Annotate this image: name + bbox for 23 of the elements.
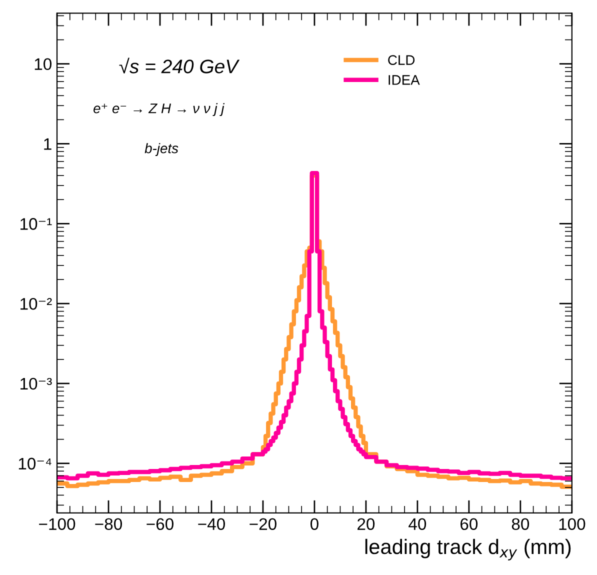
- x-tick-label: 80: [512, 518, 530, 530]
- annotation: b-jets: [144, 143, 178, 156]
- x-tick-label: 20: [358, 518, 375, 530]
- x-tick-label: −80: [95, 518, 122, 530]
- x-tick-label: 0: [310, 518, 318, 530]
- legend-label: IDEA: [388, 75, 420, 85]
- y-tick-label: 1: [44, 138, 52, 150]
- y-tick-label: 10⁻²: [20, 298, 52, 310]
- x-tick-label: −20: [250, 518, 276, 530]
- x-tick-label: 60: [460, 518, 478, 530]
- x-tick-label: −60: [146, 518, 174, 530]
- x-axis-title: leading track d$_{xy}$ (mm): [365, 538, 571, 560]
- annotation: e⁺ e⁻ → Z H → ν ν j j: [94, 103, 225, 116]
- legend-label: CLD: [388, 55, 415, 65]
- x-tick-label: −100: [39, 518, 76, 530]
- x-tick-label: −40: [198, 518, 225, 530]
- y-tick-label: 10: [34, 58, 52, 70]
- y-tick-label: 10⁻⁴: [18, 458, 52, 470]
- x-tick-label: 40: [408, 518, 426, 530]
- y-tick-label: 10⁻¹: [20, 218, 52, 230]
- y-tick-label: 10⁻³: [20, 378, 52, 390]
- annotation: √s = 240 GeV: [119, 58, 240, 74]
- x-tick-label: 100: [559, 518, 586, 530]
